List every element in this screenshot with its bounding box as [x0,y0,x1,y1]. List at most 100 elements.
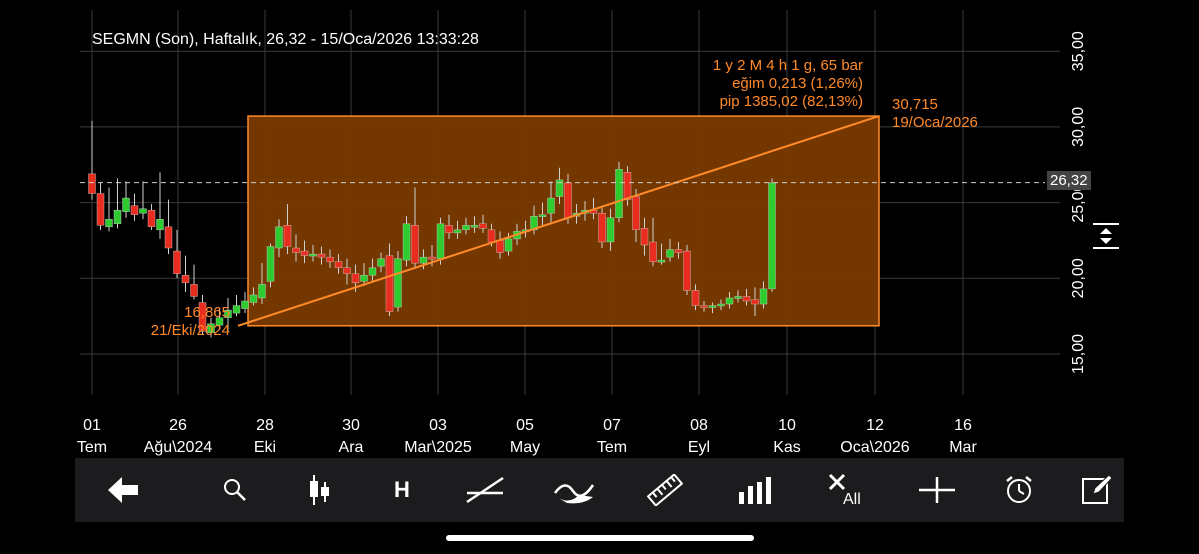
trend-start-date: 21/Eki/2024 [150,322,230,339]
x-tick-label: 16 [954,417,972,434]
candle-body [394,258,402,308]
candle-body [96,193,105,226]
trend-line-button[interactable] [463,458,507,522]
candle-body [691,290,700,306]
candle-body [402,223,411,261]
candle-body [700,305,708,308]
candle-body [147,209,156,228]
edit-note-icon [1082,474,1113,504]
scale-toggle-icon[interactable] [1092,222,1120,250]
x-tick-label: Eyl [688,439,710,456]
trend-line-icon [466,476,504,504]
y-tick-label: 30,00 [1070,107,1087,147]
candle-body [487,229,496,243]
candle-body [207,323,215,334]
ruler-button[interactable] [645,458,685,522]
candle-body [751,299,759,305]
back-arrow-icon [108,477,138,503]
candle-body [436,223,445,259]
candle-body [215,317,224,326]
clear-all-button[interactable]: All [823,458,867,522]
candle-body [462,225,470,231]
trend-end-label: 30,715 19/Oca/2026 [892,96,978,132]
y-tick-label: 25,00 [1070,182,1087,222]
candle-body [419,256,428,264]
candle-body [725,297,734,305]
trend-start-label: 16,865 21/Eki/2024 [151,304,230,340]
x-tick-label: Tem [77,439,107,456]
candle-body [657,259,666,263]
candle-body [717,303,725,307]
x-tick-label: Ağu\2024 [144,439,213,456]
x-tick-label: 01 [83,417,101,434]
candle-body [88,173,96,194]
search-button[interactable] [220,458,250,522]
candle-body [266,246,275,282]
candle-body [385,255,394,312]
alarm-button[interactable] [1001,458,1037,522]
candle-body [300,250,309,256]
candle-body [632,196,640,231]
candle-body [615,169,623,218]
candle-body [258,284,266,299]
x-tick-label: Tem [597,439,627,456]
candle-body [309,253,317,257]
candle-body [326,256,334,262]
price-chart[interactable]: 01 Tem 26 Ağu\2024 28 Eki 30 Ara 03 Mar\2025 05 May… [0,0,1199,458]
indicators-button[interactable] [552,458,596,522]
x-tick-label: Ara [339,439,364,456]
candle-body [470,225,479,228]
candle-body [122,197,130,212]
trend-end-date: 19/Oca/2026 [892,114,978,131]
chart-type-button[interactable] [304,458,334,522]
x-tick-label: 28 [256,417,274,434]
range-info: 1 y 2 M 4 h 1 g, 65 bar eğim 0,213 (1,26… [713,57,863,111]
candle-body [317,253,326,258]
candle-body [360,275,368,282]
x-tick-label: Kas [773,439,801,456]
indicators-icon [553,484,595,504]
candle-body [453,229,462,234]
volume-button[interactable] [735,458,775,522]
candle-body [674,249,683,253]
ruler-icon [646,474,684,506]
crosshair-button[interactable] [915,458,959,522]
candle-body [708,305,717,308]
candle-body [564,182,572,218]
drawing-toolbar: H [75,458,1124,522]
candle-body [428,256,436,260]
candle-body [368,267,377,276]
candle-body [734,296,742,299]
x-tick-label: Eki [254,439,276,456]
x-tick-label: Mar [949,439,977,456]
candle-body [283,225,292,247]
candle-body [623,172,632,200]
candle-body [649,241,657,262]
trend-start-value: 16,865 [184,304,230,321]
candle-body [105,219,113,228]
x-tick-label: 05 [516,417,534,434]
candle-body [683,250,691,291]
candle-body [640,228,649,246]
x-tick-label: Mar\2025 [404,439,472,456]
candle-body [496,240,504,253]
candle-body [139,208,147,214]
y-tick-label: 35,00 [1070,31,1087,71]
candlestick-icon [310,475,329,505]
edit-button[interactable] [1078,458,1116,522]
candle-body [555,179,564,197]
candle-body [113,209,122,224]
x-tick-label: 08 [690,417,708,434]
horizontal-line-button[interactable]: H [394,477,410,502]
candle-body [164,226,173,249]
candle-body [538,214,547,217]
x-tick-label: 12 [866,417,884,434]
candle-body [190,284,198,297]
candle-body [351,273,360,284]
y-tick-label: 15,00 [1070,334,1087,374]
candle-body [241,300,249,309]
current-price-badge: 26,32 [1047,171,1091,190]
candle-body [249,294,258,303]
candle-body [156,219,164,231]
back-button[interactable] [103,458,143,522]
